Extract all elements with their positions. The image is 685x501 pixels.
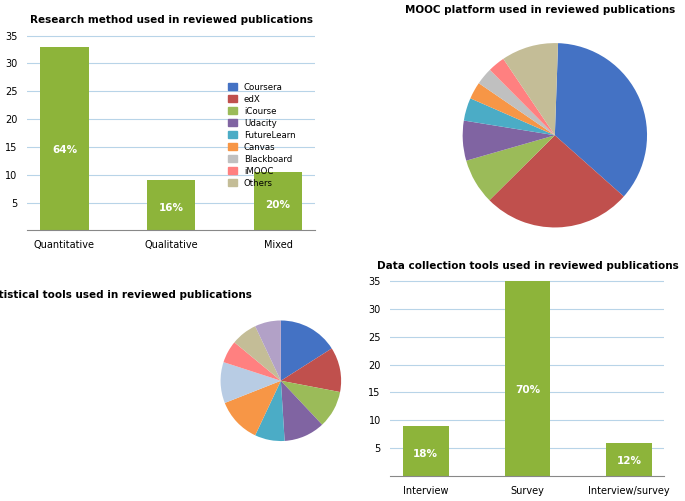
Bar	[606, 442, 652, 476]
Bar	[505, 281, 550, 476]
Wedge shape	[281, 349, 341, 392]
Wedge shape	[555, 43, 647, 196]
Wedge shape	[225, 381, 281, 435]
Wedge shape	[464, 98, 555, 135]
Text: 16%: 16%	[159, 203, 184, 213]
Wedge shape	[281, 321, 332, 381]
Wedge shape	[281, 381, 340, 425]
Wedge shape	[479, 70, 555, 135]
Title: MOOC platform used in reviewed publications: MOOC platform used in reviewed publicati…	[405, 5, 675, 15]
Bar	[254, 172, 302, 230]
Title: Statistical tools used in reviewed publications: Statistical tools used in reviewed publi…	[0, 291, 252, 301]
Wedge shape	[281, 381, 322, 441]
Text: 64%: 64%	[52, 145, 77, 155]
Wedge shape	[462, 121, 555, 161]
Bar	[40, 47, 88, 230]
Wedge shape	[466, 135, 555, 200]
Text: 12%: 12%	[616, 456, 642, 466]
Legend: Coursera, edX, iCourse, Udacity, FutureLearn, Canvas, Blackboard, iMOOC, Others: Coursera, edX, iCourse, Udacity, FutureL…	[225, 79, 299, 191]
Wedge shape	[234, 326, 281, 381]
Wedge shape	[256, 381, 285, 441]
Wedge shape	[490, 59, 555, 135]
Text: 70%: 70%	[515, 385, 540, 395]
Title: Research method used in reviewed publications: Research method used in reviewed publica…	[29, 15, 313, 25]
Wedge shape	[471, 83, 555, 135]
Bar	[147, 180, 195, 230]
Text: 20%: 20%	[266, 200, 290, 210]
Bar	[403, 426, 449, 476]
Wedge shape	[503, 43, 558, 135]
Title: Data collection tools used in reviewed publications: Data collection tools used in reviewed p…	[377, 261, 678, 271]
Wedge shape	[223, 342, 281, 381]
Wedge shape	[490, 135, 624, 227]
Wedge shape	[256, 321, 281, 381]
Text: 18%: 18%	[413, 449, 438, 459]
Wedge shape	[221, 362, 281, 403]
